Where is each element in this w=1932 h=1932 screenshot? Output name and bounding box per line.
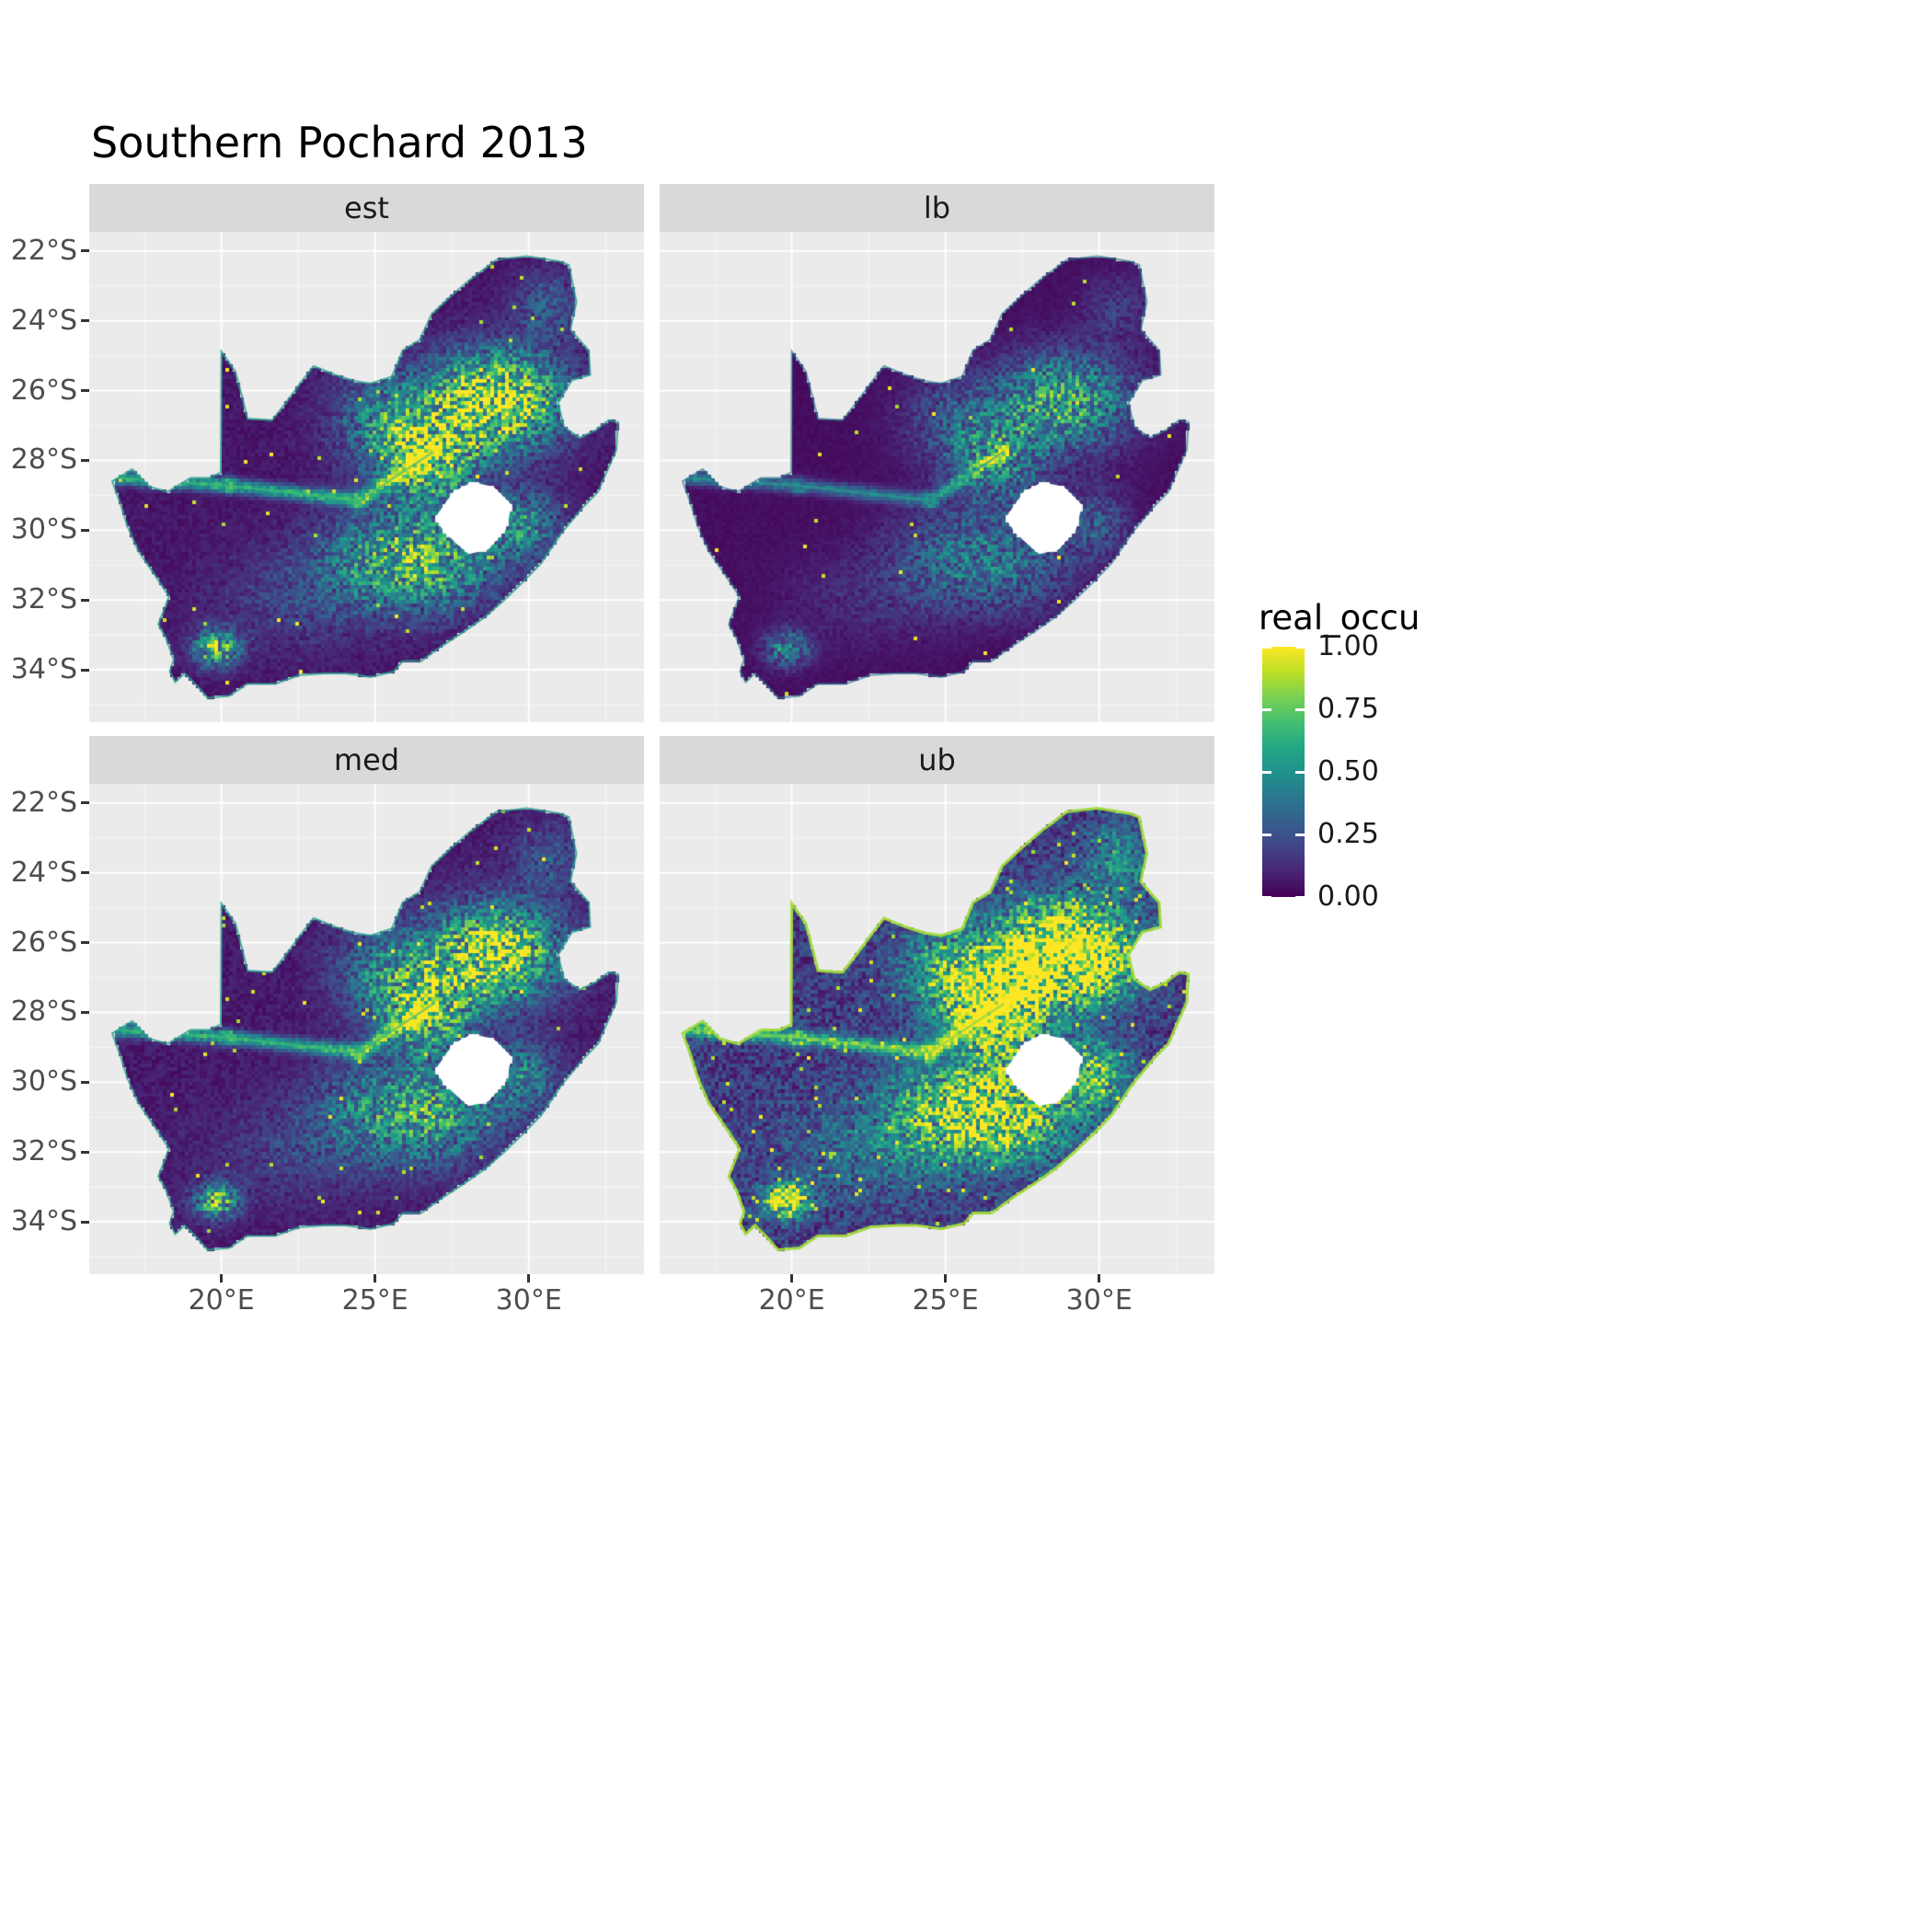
facet-panel-ub xyxy=(660,784,1214,1274)
facet-label-est: est xyxy=(344,190,389,225)
facet-panel-est xyxy=(89,232,644,722)
legend-tick-mark xyxy=(1262,707,1271,711)
facet-label-lb: lb xyxy=(923,190,951,225)
legend-tick-mark xyxy=(1295,833,1305,836)
legend-tick-mark xyxy=(1262,833,1271,836)
x-axis-tick-mark xyxy=(790,1274,794,1282)
legend-tick-label: 0.00 xyxy=(1317,880,1379,913)
facet-panel-med xyxy=(89,784,644,1274)
map-canvas-ub xyxy=(660,784,1214,1274)
x-axis-tick-mark xyxy=(374,1274,377,1282)
x-axis-tick-label: 25°E xyxy=(341,1284,408,1317)
legend-tick-label: 0.75 xyxy=(1317,693,1379,725)
y-axis-tick-mark xyxy=(81,1010,89,1014)
x-axis-tick-label: 30°E xyxy=(1065,1284,1133,1317)
facet-strip-est: est xyxy=(89,184,644,232)
x-axis-tick-mark xyxy=(944,1274,948,1282)
map-canvas-lb xyxy=(660,232,1214,722)
map-canvas-est xyxy=(89,232,644,722)
y-axis-tick-label: 22°S xyxy=(10,786,77,819)
y-axis-tick-mark xyxy=(81,801,89,805)
x-axis-tick-label: 20°E xyxy=(188,1284,255,1317)
legend-tick-mark xyxy=(1262,895,1271,899)
y-axis-tick-label: 30°S xyxy=(10,513,77,546)
legend-tick-label: 1.00 xyxy=(1317,630,1379,662)
y-axis-tick-mark xyxy=(81,249,89,253)
legend-tick-mark xyxy=(1262,770,1271,774)
y-axis-tick-label: 28°S xyxy=(10,443,77,477)
legend-tick-label: 0.25 xyxy=(1317,818,1379,850)
y-axis-tick-mark xyxy=(81,458,89,462)
y-axis-tick-label: 32°S xyxy=(10,1135,77,1168)
x-axis-tick-mark xyxy=(1098,1274,1101,1282)
legend-tick-label: 0.50 xyxy=(1317,755,1379,788)
y-axis-tick-label: 34°S xyxy=(10,653,77,686)
y-axis-tick-mark xyxy=(81,319,89,323)
y-axis-tick-mark xyxy=(81,871,89,875)
y-axis-tick-label: 24°S xyxy=(10,304,77,337)
x-axis-tick-mark xyxy=(220,1274,224,1282)
facet-label-med: med xyxy=(333,742,400,777)
map-canvas-med xyxy=(89,784,644,1274)
x-axis-tick-label: 20°E xyxy=(758,1284,825,1317)
y-axis-tick-label: 22°S xyxy=(10,234,77,267)
y-axis-tick-label: 30°S xyxy=(10,1065,77,1098)
facet-strip-lb: lb xyxy=(660,184,1214,232)
x-axis-tick-label: 25°E xyxy=(912,1284,979,1317)
y-axis-tick-mark xyxy=(81,1150,89,1154)
plot-title: Southern Pochard 2013 xyxy=(91,118,588,167)
y-axis-tick-mark xyxy=(81,598,89,602)
x-axis-tick-mark xyxy=(527,1274,531,1282)
y-axis-tick-label: 24°S xyxy=(10,856,77,889)
legend-tick-mark xyxy=(1295,770,1305,774)
y-axis-tick-mark xyxy=(81,1080,89,1084)
legend-tick-mark xyxy=(1295,645,1305,649)
y-axis-tick-label: 34°S xyxy=(10,1205,77,1238)
facet-panel-lb xyxy=(660,232,1214,722)
y-axis-tick-mark xyxy=(81,389,89,393)
x-axis-tick-label: 30°E xyxy=(495,1284,562,1317)
y-axis-tick-label: 32°S xyxy=(10,583,77,616)
facet-strip-med: med xyxy=(89,736,644,784)
legend-tick-mark xyxy=(1295,707,1305,711)
y-axis-tick-label: 26°S xyxy=(10,374,77,407)
y-axis-tick-mark xyxy=(81,941,89,945)
y-axis-tick-label: 26°S xyxy=(10,926,77,959)
y-axis-tick-mark xyxy=(81,668,89,672)
y-axis-tick-mark xyxy=(81,528,89,532)
facet-label-ub: ub xyxy=(918,742,956,777)
legend-tick-mark xyxy=(1262,645,1271,649)
legend-tick-mark xyxy=(1295,895,1305,899)
legend-title: real_occu xyxy=(1259,598,1420,638)
facet-strip-ub: ub xyxy=(660,736,1214,784)
y-axis-tick-mark xyxy=(81,1220,89,1224)
y-axis-tick-label: 28°S xyxy=(10,995,77,1029)
